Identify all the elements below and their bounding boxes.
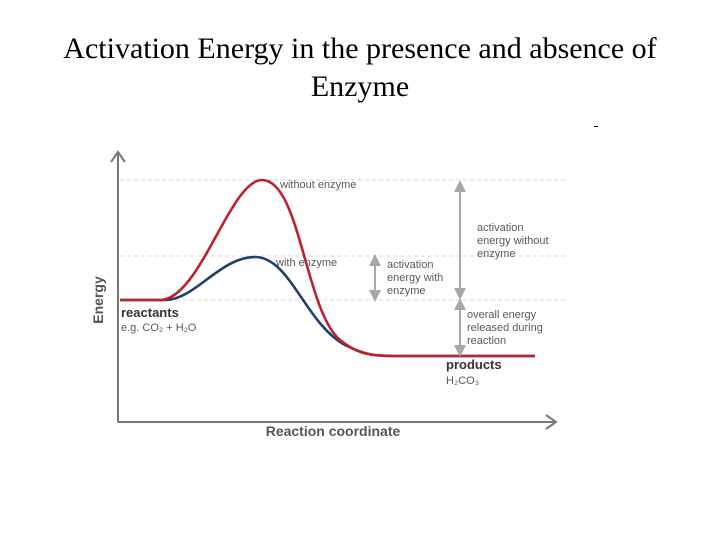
label-products-example: H₂CO₃ <box>446 375 479 387</box>
label-reactants: reactants <box>121 305 179 320</box>
slide-title: Activation Energy in the presence and ab… <box>0 30 720 106</box>
x-axis-label: Reaction coordinate <box>266 423 401 439</box>
label-energy-released-line-1: overall energy <box>467 309 537 321</box>
label-products: products <box>446 357 502 372</box>
curve-without-enzyme <box>120 178 535 358</box>
stray-mark <box>594 126 598 127</box>
label-energy-released-line-2: released during <box>467 322 543 334</box>
label-activation-without-line-3: enzyme <box>477 248 516 260</box>
label-energy-released-line-3: reaction <box>467 335 506 347</box>
slide-title-line-2: Enzyme <box>310 70 410 103</box>
y-axis-arrowhead <box>110 150 126 163</box>
label-with-enzyme: with enzyme <box>275 257 337 269</box>
x-axis-arrowhead <box>545 414 558 430</box>
slide-title-line-1: Activation Energy in the presence and ab… <box>63 32 657 65</box>
y-axis-label: Energy <box>90 276 106 324</box>
label-activation-without-line-1: activation <box>477 222 523 234</box>
label-activation-with-line-3: enzyme <box>387 285 426 297</box>
label-activation-with-line-2: energy with <box>387 272 443 284</box>
label-activation-without-line-2: energy without <box>477 235 549 247</box>
label-activation-with-line-1: activation <box>387 259 433 271</box>
label-without-enzyme: without enzyme <box>279 179 356 191</box>
label-reactants-example: e.g. CO₂ + H₂O <box>121 322 197 334</box>
